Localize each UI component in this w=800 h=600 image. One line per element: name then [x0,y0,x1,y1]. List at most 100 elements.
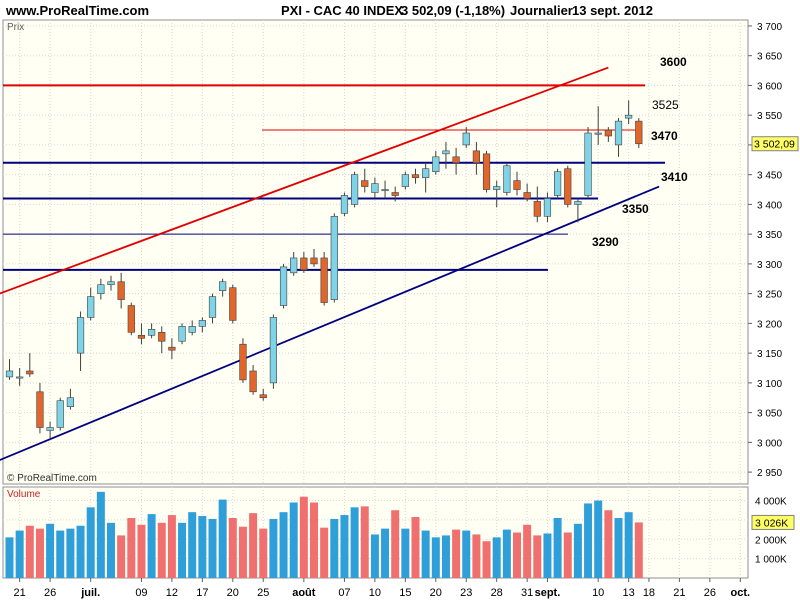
watermark: © ProRealTime.com [7,473,97,484]
candle-body [259,394,267,399]
volume-bar [350,507,359,578]
upper-channel-line [0,66,609,295]
date-tick-label: 21 [14,587,26,599]
volume-bar [259,528,268,578]
candle-body [635,120,643,145]
date-tick-label: 18 [643,587,655,599]
date-tick-label: 07 [338,587,350,599]
volume-bar [127,517,136,578]
candle-body [462,132,470,146]
candle-body [604,129,612,137]
volume-bar [431,537,440,578]
candle-body [107,281,115,286]
volume-bar [66,528,75,578]
volume-bar [289,502,298,578]
price-tick-label: 3 150 [757,349,782,360]
candle-body [523,192,531,199]
date-tick-label: 26 [44,587,56,599]
date-tick-label: 20 [430,587,442,599]
candle-body [36,391,44,428]
date-tick-label: oct. [731,587,751,599]
volume-bar [137,524,146,578]
candle-body [137,334,146,339]
date-tick-label: 20 [227,587,239,599]
volume-bar [472,534,481,578]
candle-body [584,132,592,196]
site-link[interactable]: www.ProRealTime.com [6,3,150,18]
horizontal-levels: 3600 3525 3470 3410 3350 3290 [3,55,688,271]
volume-panel-label: Volume [7,489,41,500]
volume-bar [167,515,176,578]
level-3470-label: 3470 [651,129,678,143]
volume-bar [208,518,217,578]
volume-bar [76,525,85,578]
candle-body [452,156,460,164]
volume-bar [330,518,339,578]
candle-body [625,114,633,119]
candle-body [513,180,521,190]
candle-body [76,317,85,354]
price-tick-label: 3 300 [757,260,782,271]
volume-tick-label: 4 000K [755,497,787,508]
price-tick-label: 3 350 [757,230,782,241]
volume-bar [35,528,44,578]
timeframe: Journalier [510,3,573,18]
price-tick-label: 3 600 [757,81,782,92]
candle-body [310,257,318,265]
volume-bar [533,535,542,578]
candle-body [26,370,34,375]
volume-bar [523,524,532,578]
volume-bar [543,533,552,578]
volume-bar [117,535,126,578]
volume-bar [56,530,65,578]
volume-bar [492,537,501,578]
candles [5,100,643,440]
volume-bar [228,517,237,578]
candle-body [564,168,572,205]
candle-body [543,198,552,217]
candle-body [127,305,135,333]
volume-bar [269,518,278,578]
level-3410-label: 3410 [661,170,688,184]
candle-body [97,284,105,294]
volume-bar [86,507,95,578]
date-tick-label: juil. [80,587,100,599]
candle-body [401,174,409,187]
level-3600-label: 3600 [660,55,687,69]
last-volume-marker: 3 026K [751,514,795,530]
price-tick-label: 3 000 [757,438,782,449]
volume-bar [502,529,511,578]
candle-body [117,281,125,300]
price-tick-label: 3 700 [757,22,782,33]
candle-body [188,326,196,333]
price-tick-label: 3 400 [757,200,782,211]
date-tick-label: 10 [369,587,381,599]
candle-body [553,171,562,196]
candle-body [411,174,420,178]
last-volume-label: 3 026K [755,517,788,529]
candle-body [178,326,186,342]
volume-bar [381,528,390,578]
price-tick-label: 3 100 [757,379,782,390]
level-3350-label: 3350 [622,202,649,216]
candle-body [442,150,450,155]
candle-body [574,201,582,205]
candle-body [422,168,430,178]
candle-body [219,281,227,291]
date-tick-label: 17 [196,587,208,599]
date-tick-label: 12 [166,587,178,599]
level-3290-label: 3290 [592,235,619,249]
volume-bar [462,530,471,578]
candle-body [594,132,602,135]
candle-body [614,120,623,146]
volume-bar [249,513,258,578]
volume-bar [573,523,582,578]
candle-body [432,156,440,172]
candle-body [482,153,491,190]
candle-body [391,192,399,196]
volume-bar [452,529,461,578]
candle-body [56,400,64,428]
volume-bar [421,530,430,578]
chart-header: www.ProRealTime.com PXI - CAC 40 INDEX 3… [0,0,800,20]
